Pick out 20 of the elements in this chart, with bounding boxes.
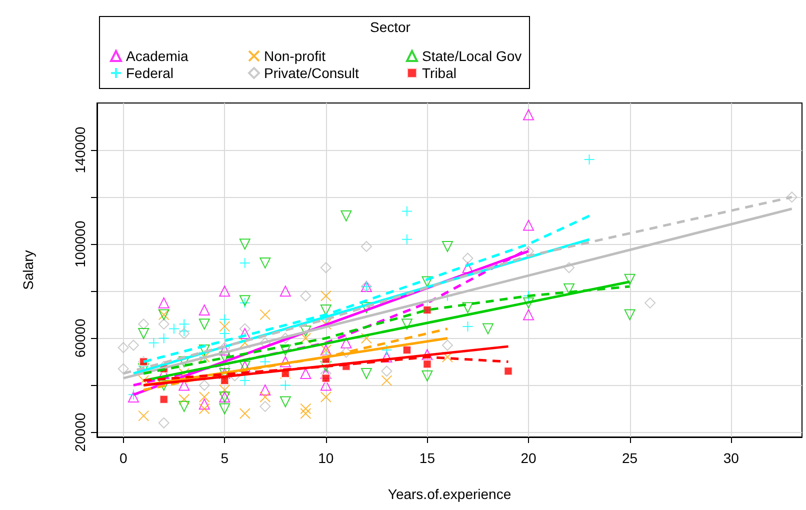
- x-tick-label: 15: [419, 450, 436, 466]
- legend-label: Tribal: [422, 65, 456, 81]
- x-tick-label: 20: [520, 450, 537, 466]
- legend-label: Academia: [126, 48, 188, 64]
- x-tick-label: 5: [220, 450, 229, 466]
- y-axis-title: Salary: [20, 250, 36, 290]
- y-tick-label: 60000: [72, 318, 88, 358]
- legend-title: Sector: [370, 19, 411, 35]
- x-tick-label: 10: [318, 450, 334, 466]
- x-tick-label: 30: [723, 450, 740, 466]
- legend-label: Federal: [126, 65, 174, 81]
- x-axis-title: Years.of.experience: [388, 486, 512, 502]
- legend-label: State/Local Gov: [422, 48, 522, 64]
- y-tick-label: 20000: [72, 412, 88, 452]
- y-tick-label: 100000: [72, 220, 88, 268]
- legend-label: Non-profit: [264, 48, 326, 64]
- x-tick-label: 0: [119, 450, 128, 466]
- y-tick-label: 140000: [72, 126, 88, 174]
- legend-label: Private/Consult: [264, 65, 360, 81]
- x-tick-label: 25: [622, 450, 638, 466]
